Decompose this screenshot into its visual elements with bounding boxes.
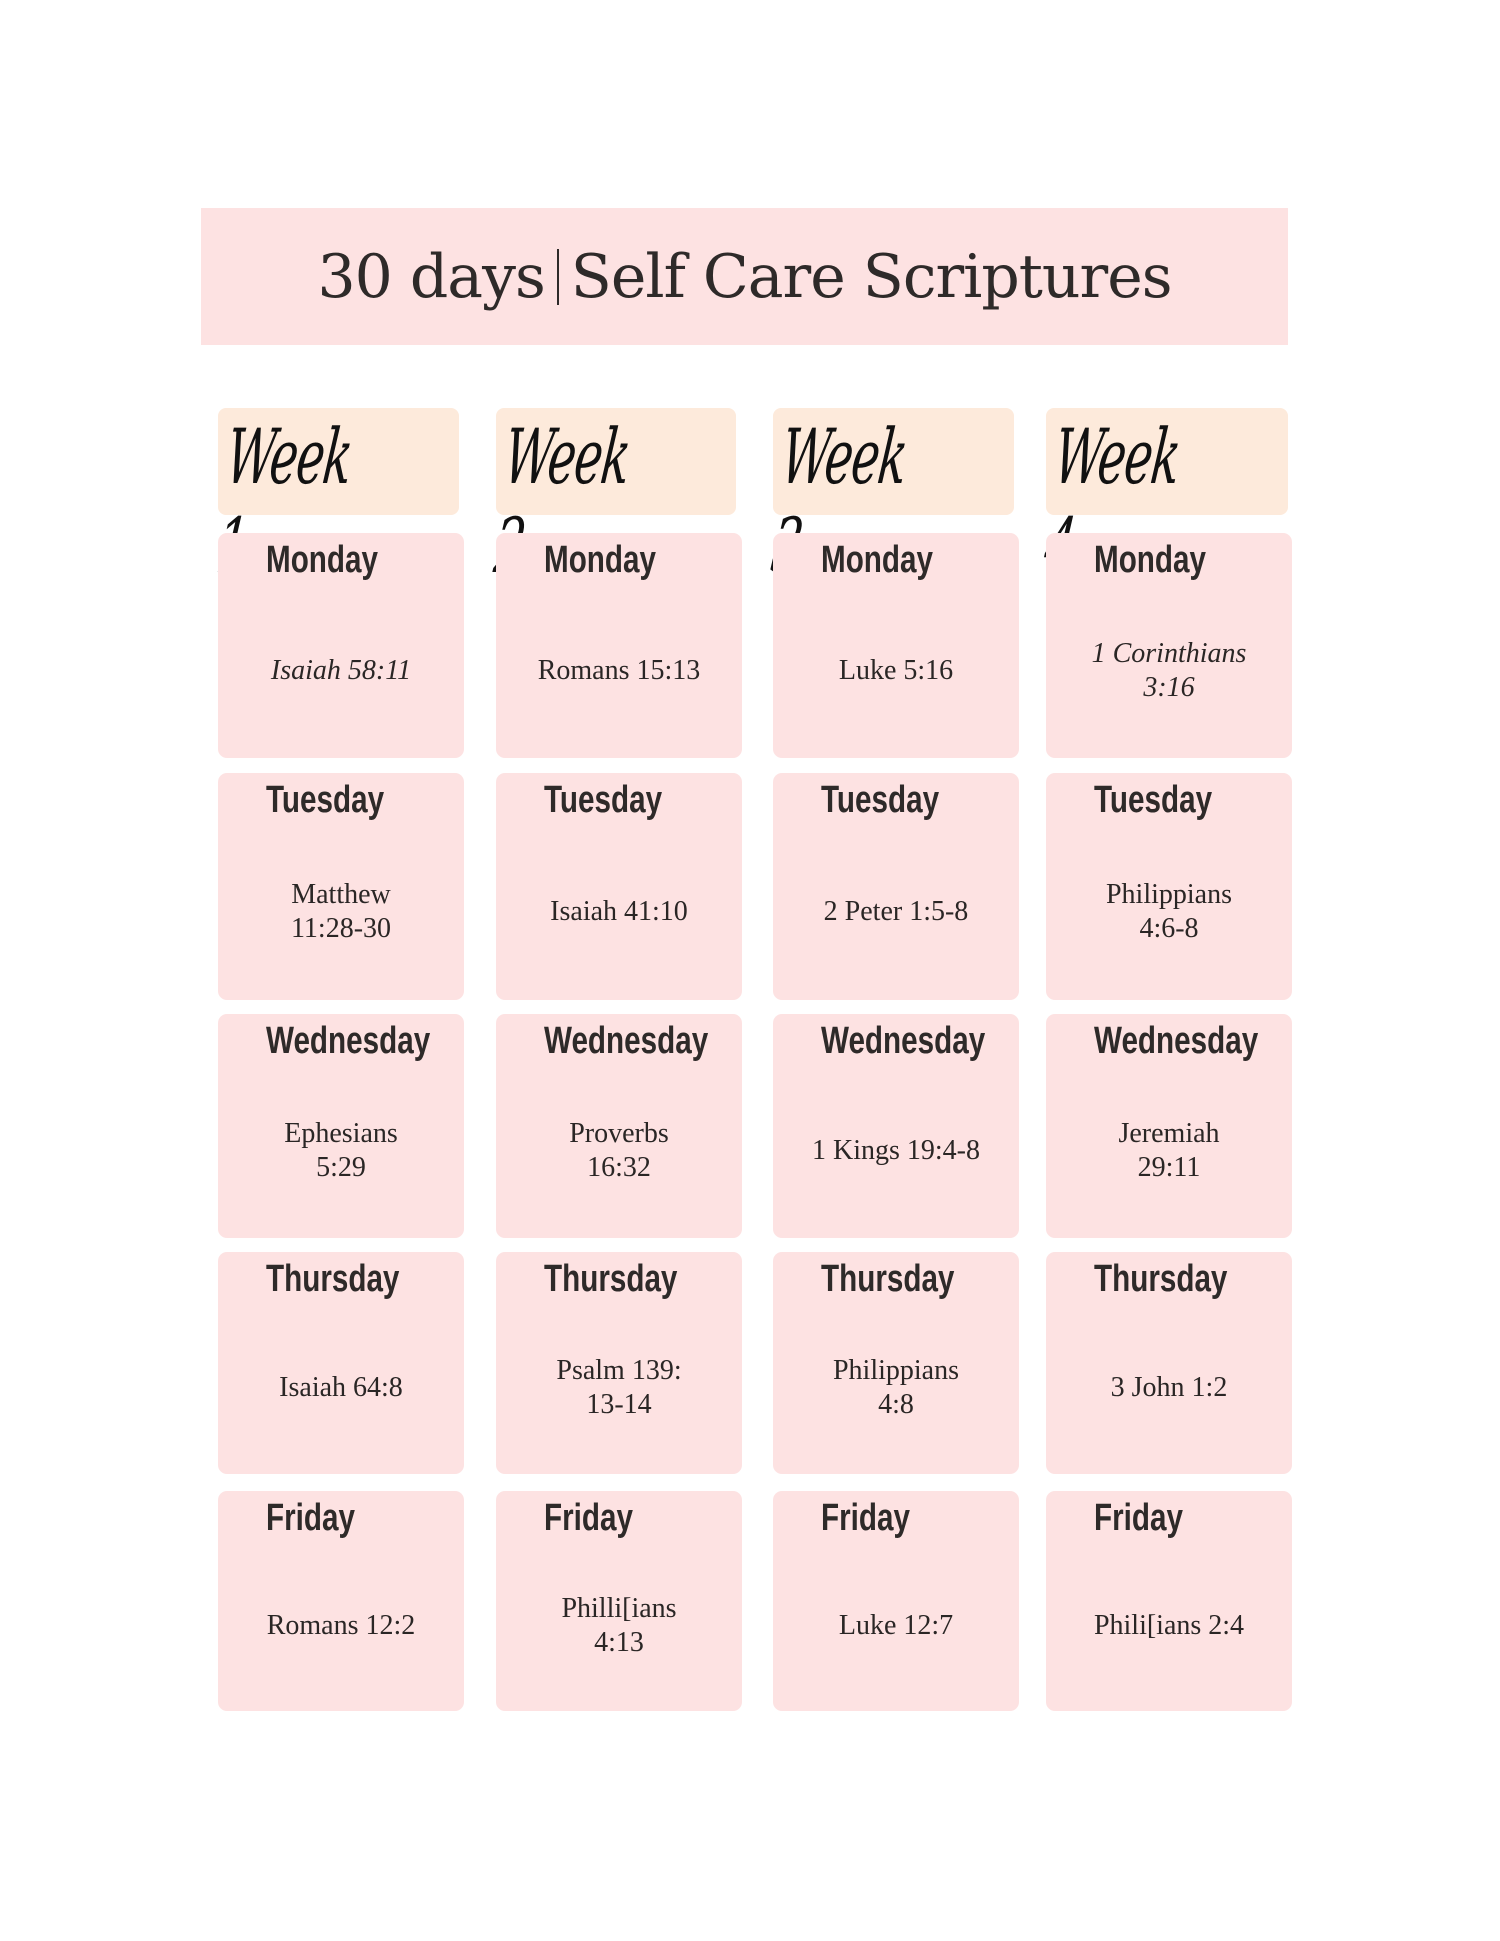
scripture-reference: 1 Corinthians 3:16 [1091, 637, 1247, 703]
day-card: Monday 1 Corinthians 3:16 [1046, 533, 1292, 758]
day-name: Friday [544, 1497, 633, 1539]
day-card: Tuesday Matthew 11:28-30 [218, 773, 464, 1000]
day-card: Wednesday Proverbs 16:32 [496, 1014, 742, 1238]
week-header-4: Week 4 [1041, 408, 1288, 590]
day-card: Monday Isaiah 58:11 [218, 533, 464, 758]
day-card: Wednesday Jeremiah 29:11 [1046, 1014, 1292, 1238]
day-name: Friday [1094, 1497, 1183, 1539]
day-name: Monday [821, 539, 933, 581]
day-card: Tuesday Isaiah 41:10 [496, 773, 742, 1000]
scripture-reference: 1 Kings 19:4-8 [812, 1135, 980, 1166]
title-left: 30 days [317, 241, 545, 312]
day-name: Monday [266, 539, 378, 581]
day-name: Friday [821, 1497, 910, 1539]
page-title: 30 days Self Care Scriptures [317, 241, 1173, 312]
scripture-reference: 2 Peter 1:5-8 [823, 895, 969, 927]
day-name: Thursday [544, 1258, 678, 1300]
day-name: Tuesday [266, 779, 385, 821]
day-name: Friday [266, 1497, 355, 1539]
scripture-reference: Proverbs 16:32 [569, 1118, 669, 1183]
scripture-reference: Isaiah 64:8 [279, 1372, 403, 1403]
day-name: Tuesday [821, 779, 940, 821]
day-card: Wednesday Ephesians 5:29 [218, 1014, 464, 1238]
week-header-1: Week 1 [213, 408, 459, 590]
week-header-3: Week 3 [768, 408, 1014, 590]
day-name: Wednesday [1094, 1020, 1259, 1062]
day-card: Friday Phili[ians 2:4 [1046, 1491, 1292, 1711]
day-card: Monday Romans 15:13 [496, 533, 742, 758]
scripture-reference: Luke 5:16 [838, 654, 954, 686]
day-card: Friday Luke 12:7 [773, 1491, 1019, 1711]
scripture-reference: Philli[ians 4:13 [561, 1593, 677, 1658]
day-card: Thursday Psalm 139: 13-14 [496, 1252, 742, 1474]
scripture-reference: Jeremiah 29:11 [1118, 1118, 1220, 1183]
day-card: Monday Luke 5:16 [773, 533, 1019, 758]
scripture-reference: Ephesians 5:29 [284, 1118, 398, 1183]
day-card: Wednesday 1 Kings 19:4-8 [773, 1014, 1019, 1238]
scripture-reference: Isaiah 58:11 [270, 654, 412, 686]
day-card: Friday Philli[ians 4:13 [496, 1491, 742, 1711]
day-card: Tuesday Philippians 4:6-8 [1046, 773, 1292, 1000]
scripture-reference: Isaiah 41:10 [550, 895, 688, 927]
scripture-reference: Philippians 4:6-8 [1105, 878, 1232, 944]
title-banner: 30 days Self Care Scriptures [201, 208, 1288, 345]
day-name: Tuesday [1094, 779, 1213, 821]
day-card: Thursday 3 John 1:2 [1046, 1252, 1292, 1474]
day-name: Wednesday [821, 1020, 986, 1062]
day-name: Wednesday [266, 1020, 431, 1062]
day-name: Wednesday [544, 1020, 709, 1062]
scripture-reference: Psalm 139: 13-14 [556, 1355, 682, 1420]
day-card: Friday Romans 12:2 [218, 1491, 464, 1711]
day-name: Thursday [1094, 1258, 1228, 1300]
day-name: Monday [1094, 539, 1206, 581]
day-card: Tuesday 2 Peter 1:5-8 [773, 773, 1019, 1000]
scripture-reference: Phili[ians 2:4 [1093, 1610, 1245, 1641]
week-header-2: Week 2 [491, 408, 736, 590]
title-right: Self Care Scriptures [570, 241, 1173, 312]
day-card: Thursday Philippians 4:8 [773, 1252, 1019, 1474]
day-name: Monday [544, 539, 656, 581]
scripture-reference: Matthew 11:28-30 [290, 878, 392, 944]
day-name: Tuesday [544, 779, 663, 821]
day-name: Thursday [821, 1258, 955, 1300]
day-card: Thursday Isaiah 64:8 [218, 1252, 464, 1474]
day-name: Thursday [266, 1258, 400, 1300]
title-divider [556, 248, 559, 305]
scripture-reference: Philippians 4:8 [832, 1355, 959, 1420]
scripture-reference: Luke 12:7 [838, 1610, 954, 1641]
scripture-reference: Romans 12:2 [266, 1610, 416, 1641]
scripture-reference: Romans 15:13 [537, 654, 701, 686]
scripture-reference: 3 John 1:2 [1110, 1372, 1228, 1403]
